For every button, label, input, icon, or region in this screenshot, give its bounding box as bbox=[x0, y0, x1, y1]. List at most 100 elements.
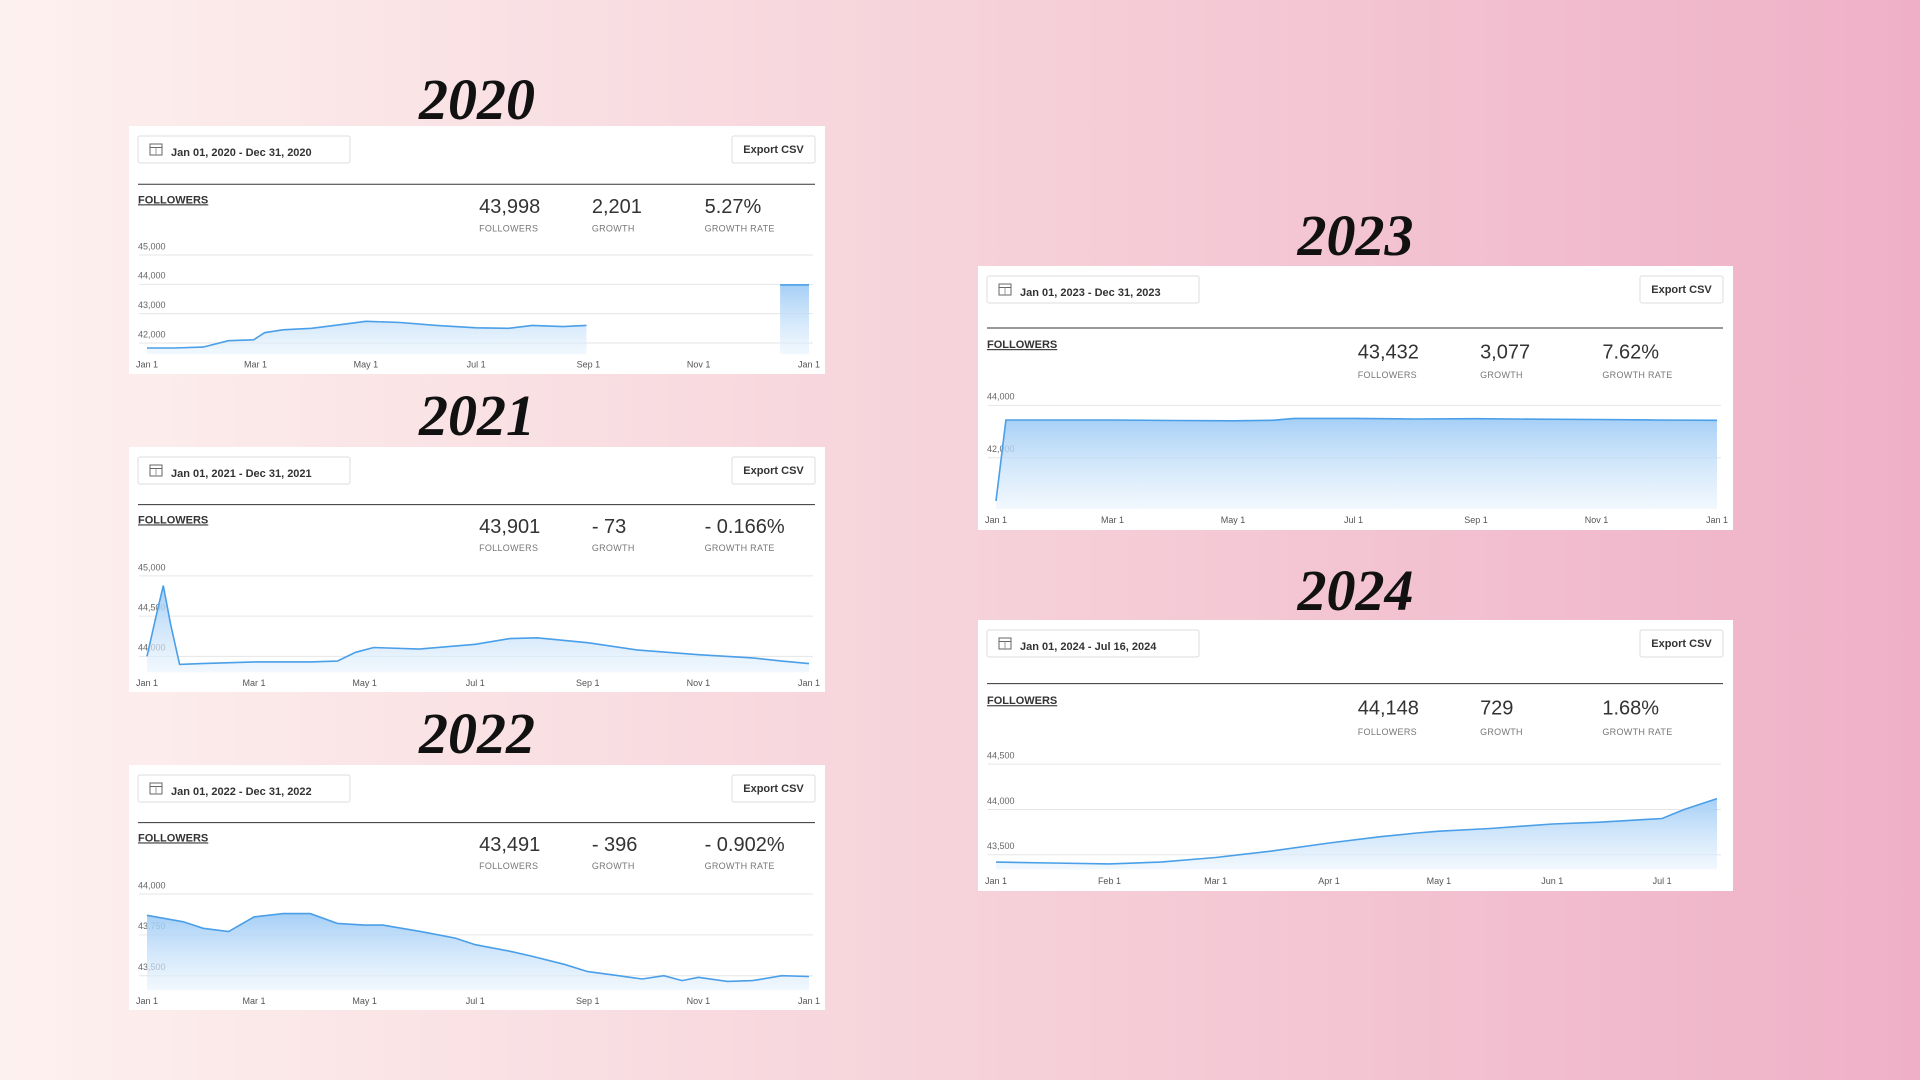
x-tick-label: Mar 1 bbox=[1101, 515, 1124, 525]
x-tick-label: Jun 1 bbox=[1541, 876, 1563, 886]
metric-label: FOLLOWERS bbox=[138, 194, 208, 206]
export-button[interactable]: Export CSV bbox=[731, 135, 816, 164]
x-tick-label: Jul 1 bbox=[466, 996, 485, 1006]
stat-value: 729 bbox=[1480, 698, 1513, 720]
line bbox=[995, 797, 1718, 865]
chart-title: 2021 bbox=[418, 383, 535, 448]
stat-value: 43,432 bbox=[1358, 341, 1419, 363]
chart-title: 2022 bbox=[418, 701, 535, 766]
date-range: Jan 01, 2023 - Dec 31, 2023 bbox=[1020, 287, 1161, 299]
x-tick-label: Jul 1 bbox=[467, 360, 486, 370]
stat-value: - 396 bbox=[592, 834, 638, 856]
stat-label: GROWTH bbox=[592, 223, 635, 233]
stat-value: - 0.166% bbox=[705, 516, 785, 538]
stat-label: FOLLOWERS bbox=[1358, 727, 1417, 737]
chart-title: 2020 bbox=[418, 67, 535, 132]
stat-label: GROWTH bbox=[1480, 727, 1523, 737]
stat-value: 43,901 bbox=[479, 516, 540, 538]
y-tick-label: 44,500 bbox=[987, 750, 1015, 760]
x-tick-label: Feb 1 bbox=[1098, 876, 1121, 886]
x-tick-label: Jan 1 bbox=[136, 996, 158, 1006]
date-range: Jan 01, 2024 - Jul 16, 2024 bbox=[1020, 641, 1157, 653]
date-picker[interactable]: Jan 01, 2021 - Dec 31, 2021 bbox=[137, 456, 351, 485]
export-box bbox=[731, 774, 816, 803]
date-picker[interactable]: Jan 01, 2024 - Jul 16, 2024 bbox=[986, 629, 1200, 658]
x-tick-label: Nov 1 bbox=[687, 360, 711, 370]
export-button[interactable]: Export CSV bbox=[1639, 275, 1724, 304]
x-tick-label: Jan 1 bbox=[136, 360, 158, 370]
date-box bbox=[986, 629, 1200, 658]
line bbox=[146, 912, 810, 983]
x-tick-label: Jan 1 bbox=[1706, 515, 1728, 525]
stat-value: 44,148 bbox=[1358, 698, 1419, 720]
y-tick-label: 42,000 bbox=[987, 444, 1015, 454]
x-tick-label: Jul 1 bbox=[1653, 876, 1672, 886]
y-tick-label: 44,000 bbox=[987, 392, 1015, 402]
y-tick-label: 45,000 bbox=[138, 241, 166, 251]
x-tick-label: May 1 bbox=[352, 678, 377, 688]
date-range: Jan 01, 2020 - Dec 31, 2020 bbox=[171, 147, 312, 159]
panel: Jan 01, 2021 - Dec 31, 2021 Export CSV FOL… bbox=[129, 447, 825, 692]
x-tick-label: May 1 bbox=[352, 996, 377, 1006]
date-picker[interactable]: Jan 01, 2020 - Dec 31, 2020 bbox=[137, 135, 351, 164]
stat-value: 1.68% bbox=[1602, 698, 1659, 720]
y-tick-label: 45,000 bbox=[138, 562, 166, 572]
date-box bbox=[986, 275, 1200, 304]
export-button[interactable]: Export CSV bbox=[731, 456, 816, 485]
stat-value: 5.27% bbox=[705, 196, 762, 218]
export-box bbox=[1639, 629, 1724, 658]
x-tick-label: Nov 1 bbox=[687, 996, 711, 1006]
export-label: Export CSV bbox=[743, 465, 804, 477]
area-fill bbox=[147, 284, 809, 355]
date-range: Jan 01, 2022 - Dec 31, 2022 bbox=[171, 786, 312, 798]
stat-value: 43,998 bbox=[479, 196, 540, 218]
x-tick-label: Jul 1 bbox=[466, 678, 485, 688]
export-label: Export CSV bbox=[743, 783, 804, 795]
stat-label: GROWTH bbox=[592, 543, 635, 553]
x-tick-label: Nov 1 bbox=[1585, 515, 1609, 525]
metric-label: FOLLOWERS bbox=[987, 695, 1057, 707]
export-button[interactable]: Export CSV bbox=[731, 774, 816, 803]
stat-label: FOLLOWERS bbox=[479, 861, 538, 871]
stat-label: FOLLOWERS bbox=[479, 543, 538, 553]
x-tick-label: Jul 1 bbox=[1344, 515, 1363, 525]
date-picker[interactable]: Jan 01, 2023 - Dec 31, 2023 bbox=[986, 275, 1200, 304]
area-fill bbox=[147, 913, 809, 991]
line bbox=[995, 417, 1718, 502]
metric-label: FOLLOWERS bbox=[138, 514, 208, 526]
stat-label: GROWTH RATE bbox=[705, 861, 775, 871]
export-label: Export CSV bbox=[1651, 284, 1712, 296]
line bbox=[147, 284, 809, 349]
panel: Jan 01, 2024 - Jul 16, 2024 Export CSV FOL… bbox=[978, 620, 1733, 891]
x-tick-label: May 1 bbox=[354, 360, 379, 370]
panel: Jan 01, 2022 - Dec 31, 2022 Export CSV FOL… bbox=[129, 765, 825, 1010]
x-tick-label: Mar 1 bbox=[1204, 876, 1227, 886]
stat-label: FOLLOWERS bbox=[1358, 370, 1417, 380]
y-tick-label: 43,000 bbox=[138, 300, 166, 310]
y-tick-label: 44,000 bbox=[987, 796, 1015, 806]
x-tick-label: Jan 1 bbox=[136, 678, 158, 688]
stat-label: GROWTH bbox=[1480, 370, 1523, 380]
stat-value: - 0.902% bbox=[705, 834, 785, 856]
line bbox=[146, 585, 810, 666]
metric-label: FOLLOWERS bbox=[987, 339, 1057, 351]
y-tick-label: 44,000 bbox=[138, 271, 166, 281]
export-label: Export CSV bbox=[743, 144, 804, 156]
export-box bbox=[731, 456, 816, 485]
y-tick-label: 43,500 bbox=[987, 841, 1015, 851]
x-tick-label: Mar 1 bbox=[243, 996, 266, 1006]
date-box bbox=[137, 135, 351, 164]
x-tick-label: Jan 1 bbox=[985, 515, 1007, 525]
stat-label: GROWTH RATE bbox=[705, 223, 775, 233]
metric-label: FOLLOWERS bbox=[138, 832, 208, 844]
chart-title: 2024 bbox=[1297, 558, 1414, 623]
export-label: Export CSV bbox=[1651, 638, 1712, 650]
export-button[interactable]: Export CSV bbox=[1639, 629, 1724, 658]
stat-value: 3,077 bbox=[1480, 341, 1530, 363]
y-tick-label: 42,000 bbox=[138, 329, 166, 339]
date-picker[interactable]: Jan 01, 2022 - Dec 31, 2022 bbox=[137, 774, 351, 803]
x-tick-label: Sep 1 bbox=[577, 360, 601, 370]
stat-label: GROWTH RATE bbox=[705, 543, 775, 553]
